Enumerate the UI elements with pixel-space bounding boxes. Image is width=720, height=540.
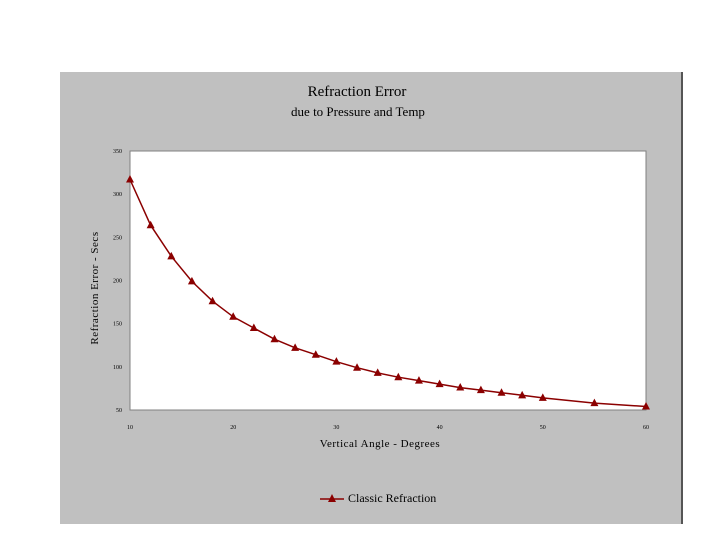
x-tick-label: 10 — [127, 425, 133, 431]
y-axis-label: Refraction Error - Secs — [89, 231, 101, 344]
data-point — [394, 372, 403, 381]
data-point — [167, 251, 176, 260]
data-point — [187, 276, 196, 285]
chart-title: Refraction Error — [308, 84, 407, 100]
data-point — [373, 368, 382, 376]
chart-subtitle: due to Pressure and Temp — [291, 104, 425, 119]
y-tick-label: 250 — [113, 235, 122, 241]
x-tick-label: 60 — [643, 425, 649, 431]
data-point — [332, 357, 341, 365]
legend-label: Classic Refraction — [348, 491, 436, 505]
data-point — [435, 379, 444, 388]
y-tick-label: 350 — [113, 149, 122, 155]
data-point — [518, 390, 527, 399]
legend: Classic Refraction — [320, 491, 436, 505]
data-point — [146, 220, 155, 229]
x-tick-label: 40 — [437, 425, 443, 431]
plot-area — [129, 150, 647, 411]
x-tick-label: 20 — [230, 425, 236, 431]
data-point — [590, 398, 599, 407]
panel-border — [681, 72, 683, 524]
y-tick-label: 100 — [113, 365, 122, 371]
data-point — [229, 312, 238, 320]
legend-marker — [328, 494, 336, 502]
x-axis-label: Vertical Angle - Degrees — [320, 438, 440, 450]
y-axis-ticks: 50 100 150 200 250 300 350 — [113, 149, 122, 414]
data-point — [476, 385, 485, 394]
x-axis-ticks: 10 20 30 40 50 60 — [127, 425, 649, 431]
y-tick-label: 50 — [116, 408, 122, 414]
data-point — [414, 376, 423, 384]
data-point — [126, 174, 134, 183]
data-point — [291, 343, 300, 351]
data-point — [249, 323, 258, 331]
x-tick-label: 50 — [540, 425, 546, 431]
y-tick-label: 300 — [113, 192, 122, 198]
data-point — [311, 350, 320, 358]
data-point — [642, 402, 650, 410]
data-point — [353, 363, 362, 371]
data-point — [208, 296, 217, 305]
data-point — [497, 388, 506, 396]
x-tick-label: 30 — [333, 425, 339, 431]
series-classic-refraction — [126, 174, 650, 410]
data-point — [270, 334, 279, 343]
y-tick-label: 200 — [113, 279, 122, 285]
data-point — [456, 383, 465, 391]
data-point — [538, 393, 547, 401]
y-tick-label: 150 — [113, 322, 122, 328]
